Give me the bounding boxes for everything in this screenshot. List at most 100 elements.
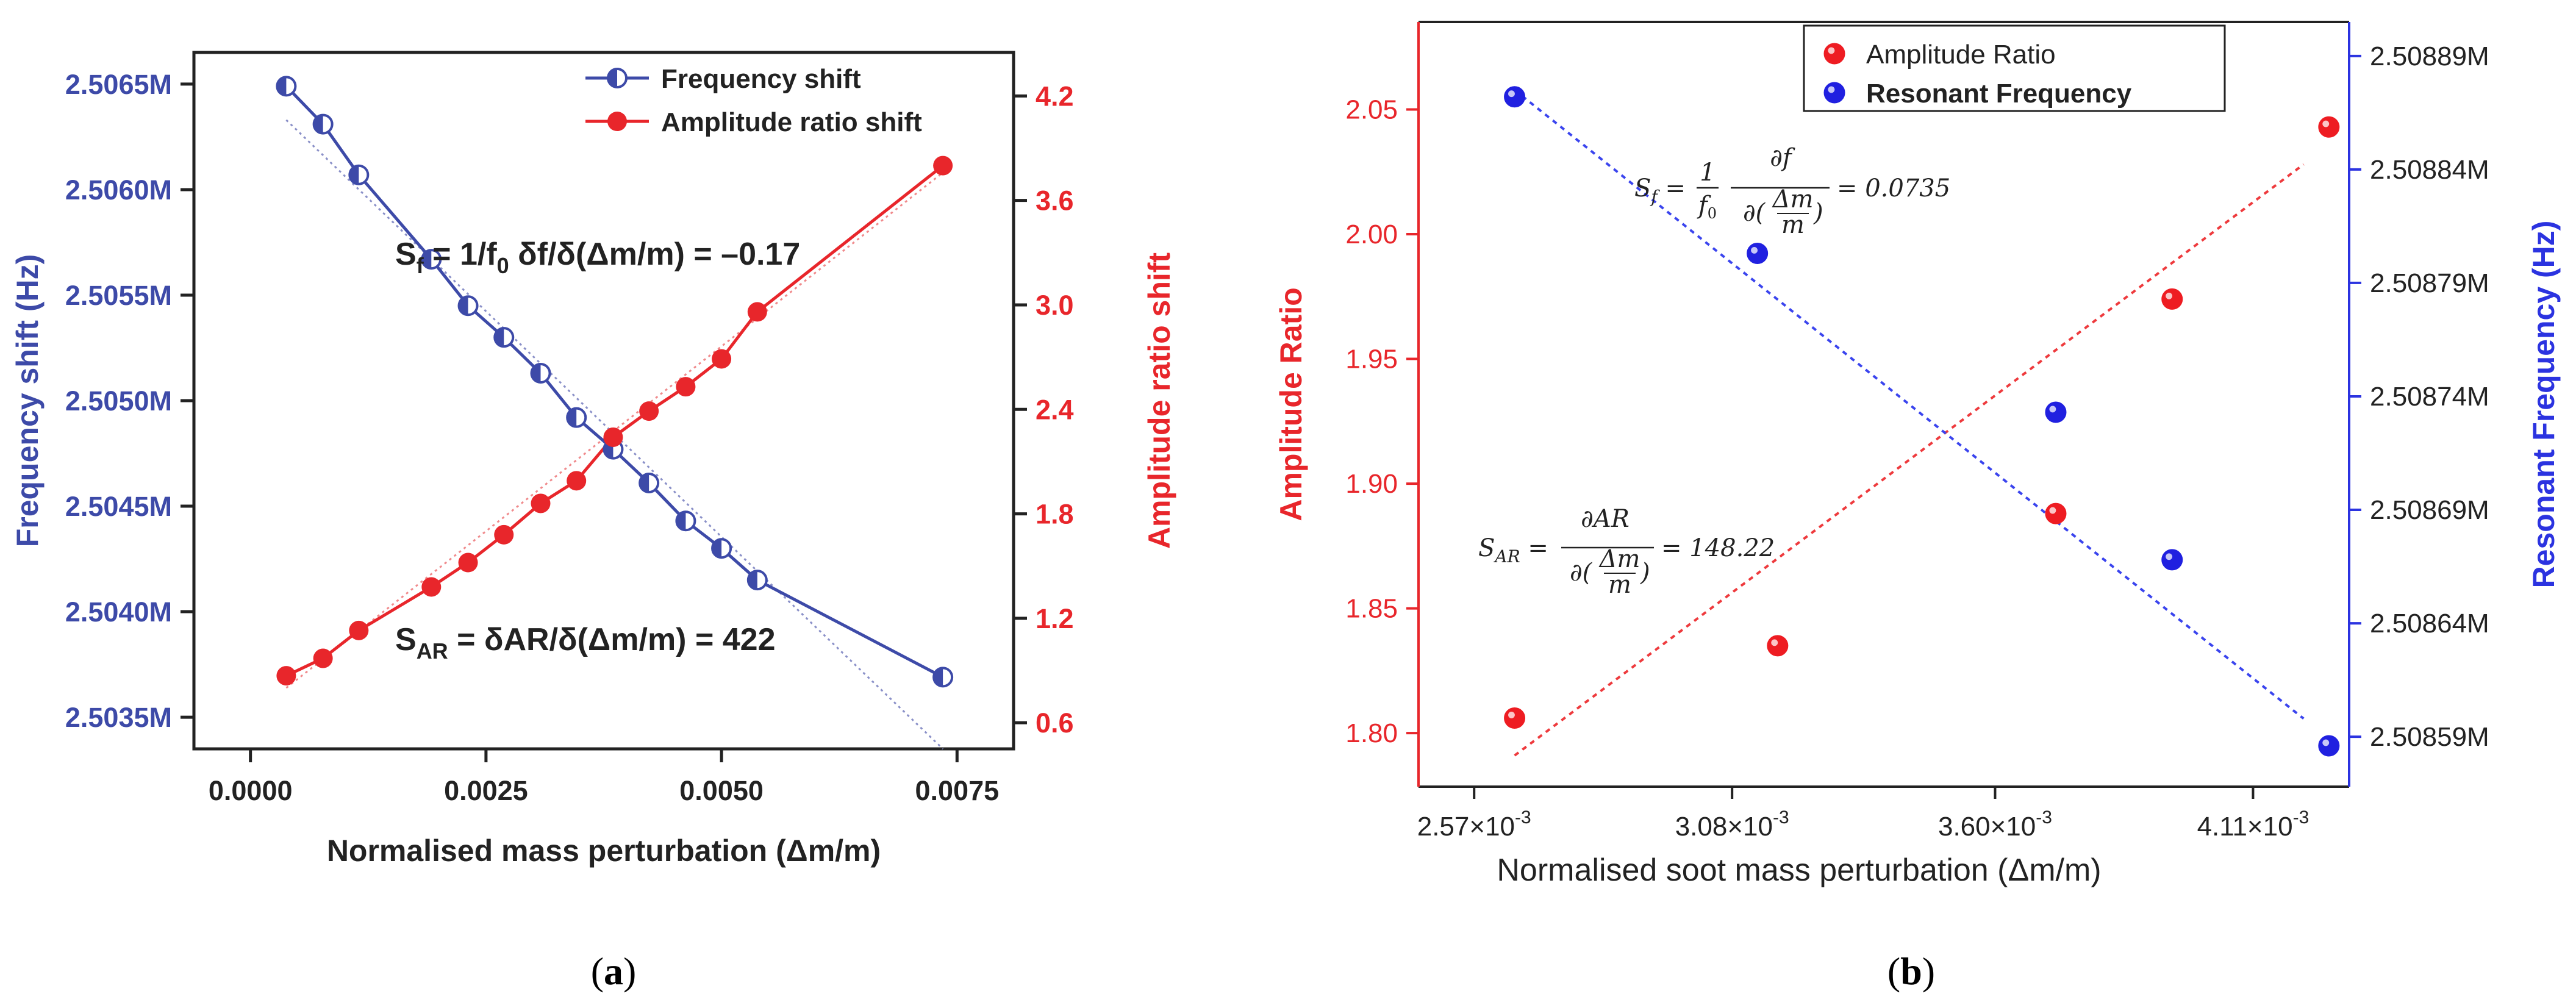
y2-tick-label-b: 2.50879M bbox=[2370, 268, 2489, 298]
x-tick-label-b: 3.60×10-3 bbox=[1938, 807, 2052, 842]
point-amplitude-b-shine bbox=[1771, 639, 1778, 646]
point-frequency-a-fill bbox=[313, 115, 323, 134]
legend-marker-amplitude-b bbox=[1823, 43, 1845, 65]
y2-tick-label-b: 2.50869M bbox=[2370, 495, 2489, 525]
x-axis-title-b: Normalised soot mass perturbation (Δm/m) bbox=[1497, 853, 2101, 888]
eq-sf-tail: δf/δ(Δm/m) = –0.17 bbox=[509, 237, 801, 272]
y2-tick-label-b: 2.50859M bbox=[2370, 722, 2489, 752]
point-frequency-b-shine bbox=[1751, 247, 1758, 254]
x-tick-mantissa-b: 3.60×10 bbox=[1938, 812, 2036, 842]
point-amplitude-a bbox=[276, 666, 296, 686]
equation-sf-b: Sf = 1 f0 ∂f∂(Δmm) = 0.0735 bbox=[1634, 144, 1950, 239]
x-tick-mantissa-b: 4.11×10 bbox=[2197, 812, 2293, 842]
legend-a: Frequency shift Amplitude ratio shift bbox=[585, 64, 922, 137]
panel-b: 2.57×10-3 3.08×10-3 3.60×10-3 4.11×10-31.80… bbox=[1274, 21, 2561, 888]
y1-tick-label-b: 2.05 bbox=[1345, 95, 1398, 125]
eq-sar-num: ∂AR bbox=[1581, 505, 1630, 533]
point-frequency-a bbox=[276, 76, 297, 97]
point-frequency-b bbox=[1504, 86, 1526, 108]
eq-sf-m: m bbox=[1781, 211, 1805, 239]
eq-sf-sub2: 0 bbox=[497, 253, 509, 278]
point-amplitude-b-shine bbox=[2166, 292, 2173, 299]
eq-sar-S-sub: AR bbox=[1493, 546, 1520, 567]
point-frequency-b bbox=[2045, 401, 2067, 423]
point-frequency-b-shine bbox=[2049, 406, 2056, 413]
legend-marker-frequency bbox=[607, 68, 628, 88]
eq-sar-m: m bbox=[1608, 571, 1631, 599]
point-frequency-a bbox=[421, 249, 442, 270]
y2-tick-label-a: 3.6 bbox=[1036, 185, 1074, 216]
y1-tick-label-a: 2.5035M bbox=[65, 702, 172, 733]
point-amplitude-a bbox=[676, 377, 696, 397]
point-amplitude-a bbox=[458, 553, 478, 573]
y2-tick-label-a: 2.4 bbox=[1036, 394, 1074, 425]
eq-sar-dm: Δm bbox=[1598, 545, 1640, 573]
point-frequency-b-shine bbox=[2166, 553, 2173, 560]
x-tick-label-a: 0.0000 bbox=[209, 775, 293, 806]
point-frequency-a-fill bbox=[676, 512, 686, 531]
point-frequency-a-fill bbox=[349, 165, 359, 184]
y1-axis-title-b: Amplitude Ratio bbox=[1274, 287, 1308, 521]
fit-line-frequency-b bbox=[1514, 89, 2305, 720]
point-amplitude-b-body bbox=[2161, 288, 2183, 310]
x-tick-label-b: 2.57×10-3 bbox=[1417, 807, 1531, 842]
eq-sf-num1: 1 bbox=[1700, 159, 1715, 187]
caption-b: (b) bbox=[1887, 950, 1936, 993]
point-frequency-a-fill bbox=[712, 539, 722, 558]
eq-sf-close: ) bbox=[1813, 199, 1823, 227]
point-amplitude-a bbox=[712, 349, 732, 369]
point-frequency-a bbox=[711, 538, 732, 559]
eq-sf-dm: Δm bbox=[1772, 185, 1814, 213]
legend-marker-amplitude-b-shine bbox=[1828, 47, 1835, 54]
eq-sf-sub: f bbox=[417, 253, 424, 278]
point-frequency-a bbox=[932, 667, 954, 688]
y1-tick-label-a: 2.5065M bbox=[65, 69, 172, 100]
eq-sf-den1: f0 bbox=[1697, 191, 1717, 222]
point-frequency-b-shine bbox=[1508, 90, 1515, 98]
x-tick-label-b: 3.08×10-3 bbox=[1675, 807, 1789, 842]
legend-marker-amplitude bbox=[607, 112, 627, 131]
eq-sf-lhs: Sf = bbox=[1634, 174, 1686, 207]
point-amplitude-a bbox=[603, 427, 623, 447]
panel-a: 0.0000 0.0025 0.0050 0.0075 2.5035M 2.5040M 2.… bbox=[10, 51, 1176, 868]
point-amplitude-a bbox=[313, 648, 333, 668]
point-frequency-a bbox=[312, 113, 334, 135]
point-frequency-a bbox=[457, 295, 479, 317]
y2-tick-label-b: 2.50874M bbox=[2370, 382, 2489, 412]
legend-marker-amplitude-b-body bbox=[1823, 43, 1845, 65]
x-tick-label-b: 4.11×10-3 bbox=[2197, 807, 2309, 842]
y1-tick-label-a: 2.5040M bbox=[65, 596, 172, 628]
point-amplitude-b bbox=[1504, 707, 1526, 729]
equation-sar-b: SAR = ∂AR ∂(Δmm) = 148.22 bbox=[1478, 505, 1775, 599]
point-frequency-b-body bbox=[2318, 735, 2340, 757]
eq-sar-sub: AR bbox=[417, 638, 448, 663]
eq-sar-text: = δAR/δ(Δm/m) = 422 bbox=[448, 622, 776, 657]
eq-sar-lhs: SAR = bbox=[1478, 534, 1548, 567]
point-amplitude-b-shine bbox=[2049, 507, 2056, 514]
point-frequency-a-fill bbox=[531, 364, 541, 383]
point-amplitude-a bbox=[567, 471, 587, 491]
point-amplitude-a bbox=[747, 302, 767, 322]
point-amplitude-a bbox=[639, 401, 659, 421]
point-amplitude-a bbox=[531, 493, 551, 513]
eq-sar-close: ) bbox=[1640, 559, 1650, 587]
y1-tick-label-a: 2.5050M bbox=[65, 385, 172, 417]
legend-label-amplitude-b: Amplitude Ratio bbox=[1866, 40, 2056, 70]
point-amplitude-a bbox=[494, 524, 514, 545]
y2-tick-label-a: 1.8 bbox=[1036, 499, 1074, 530]
legend-marker-frequency-b-body bbox=[1823, 82, 1845, 104]
eq-sf-S: S bbox=[1634, 174, 1651, 202]
eq-sar-main: S bbox=[395, 622, 417, 657]
y2-tick-label-b: 2.50889M bbox=[2370, 41, 2489, 71]
point-amplitude-b bbox=[2161, 288, 2183, 310]
x-tick-exponent-b: -3 bbox=[2036, 807, 2052, 828]
x-tick-label-a: 0.0075 bbox=[915, 775, 999, 806]
eq-sar-eq: = bbox=[1520, 534, 1548, 562]
y1-axis-title-a: Frequency shift (Hz) bbox=[10, 254, 45, 548]
y2-tick-label-a: 0.6 bbox=[1036, 707, 1074, 739]
eq-sf-num2: ∂f bbox=[1770, 144, 1795, 172]
y1-tick-label-a: 2.5060M bbox=[65, 174, 172, 206]
point-frequency-a-fill bbox=[567, 408, 577, 427]
legend-marker-frequency-fill bbox=[608, 69, 617, 87]
